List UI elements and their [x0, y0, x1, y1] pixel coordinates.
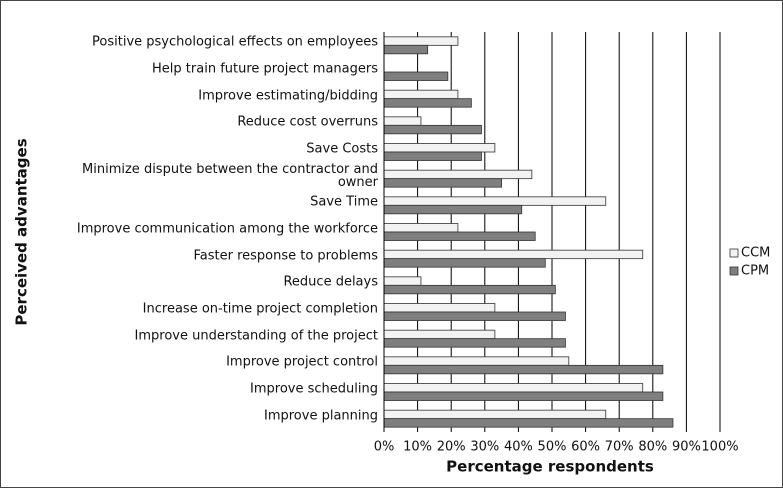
bar: [383, 89, 459, 100]
y-tick-label: Save Time: [310, 194, 378, 210]
x-tick-label: 80%: [638, 440, 667, 455]
bar: [383, 418, 674, 428]
x-tick-label: 40%: [504, 440, 533, 455]
y-tick-label: Improve project control: [226, 354, 378, 370]
x-tick-label: 0%: [374, 440, 395, 455]
bar: [383, 98, 472, 108]
bar: [383, 276, 422, 286]
bar: [383, 196, 607, 206]
bar: [383, 329, 496, 340]
bar: [383, 311, 566, 321]
bar: [383, 383, 644, 393]
bar: [383, 338, 566, 348]
bar: [383, 178, 502, 188]
x-tick-label: 70%: [605, 440, 634, 455]
y-tick-label: Positive psychological effects on employ…: [92, 34, 378, 50]
x-tick-label: 30%: [470, 440, 499, 455]
bar: [383, 36, 459, 46]
bar: [383, 303, 496, 313]
y-tick-label: Reduce cost overruns: [237, 114, 378, 130]
y-tick-label: Reduce delays: [283, 274, 378, 290]
y-tick-label: Improve scheduling: [250, 381, 378, 397]
bar: [383, 143, 496, 153]
y-tick-label: Improve communication among the workforc…: [76, 221, 378, 237]
bar: [383, 409, 607, 420]
y-tick-label: Improve understanding of the project: [134, 328, 378, 344]
y-tick-label: Improve planning: [264, 408, 378, 424]
x-tick-label: 90%: [672, 440, 701, 455]
bar: [383, 231, 536, 241]
legend-swatch: [729, 248, 739, 258]
y-tick-label: Improve estimating/bidding: [198, 88, 378, 104]
legend-swatch: [729, 266, 739, 276]
y-tick-label: Save Costs: [306, 141, 378, 157]
y-tick-label: Help train future project managers: [152, 61, 378, 77]
bar: [383, 391, 664, 401]
legend-label: CPM: [741, 264, 769, 279]
bar: [383, 124, 482, 135]
bar: [383, 151, 482, 161]
x-tick-label: 100%: [701, 440, 738, 455]
bar: [383, 204, 523, 215]
x-tick-label: 60%: [571, 440, 600, 455]
legend-label: CCM: [741, 246, 770, 261]
y-tick-label: Minimize dispute between the contractor …: [82, 161, 378, 190]
bar: [383, 223, 459, 233]
bar: [383, 364, 664, 375]
x-axis-title: Percentage respondents: [446, 458, 654, 476]
y-axis-title: Perceived advantages: [13, 138, 31, 325]
bar: [383, 169, 533, 180]
bar: [383, 284, 556, 295]
bar: [383, 356, 570, 366]
y-tick-label: Increase on-time project completion: [142, 301, 378, 317]
x-tick-label: 20%: [437, 440, 466, 455]
bar: [383, 71, 449, 81]
bar: [383, 249, 644, 260]
bar: [383, 258, 546, 268]
x-tick-label: 50%: [538, 440, 567, 455]
bar: [383, 44, 429, 55]
y-tick-label: Faster response to problems: [193, 248, 378, 264]
bar: [383, 116, 422, 126]
x-tick-label: 10%: [403, 440, 432, 455]
